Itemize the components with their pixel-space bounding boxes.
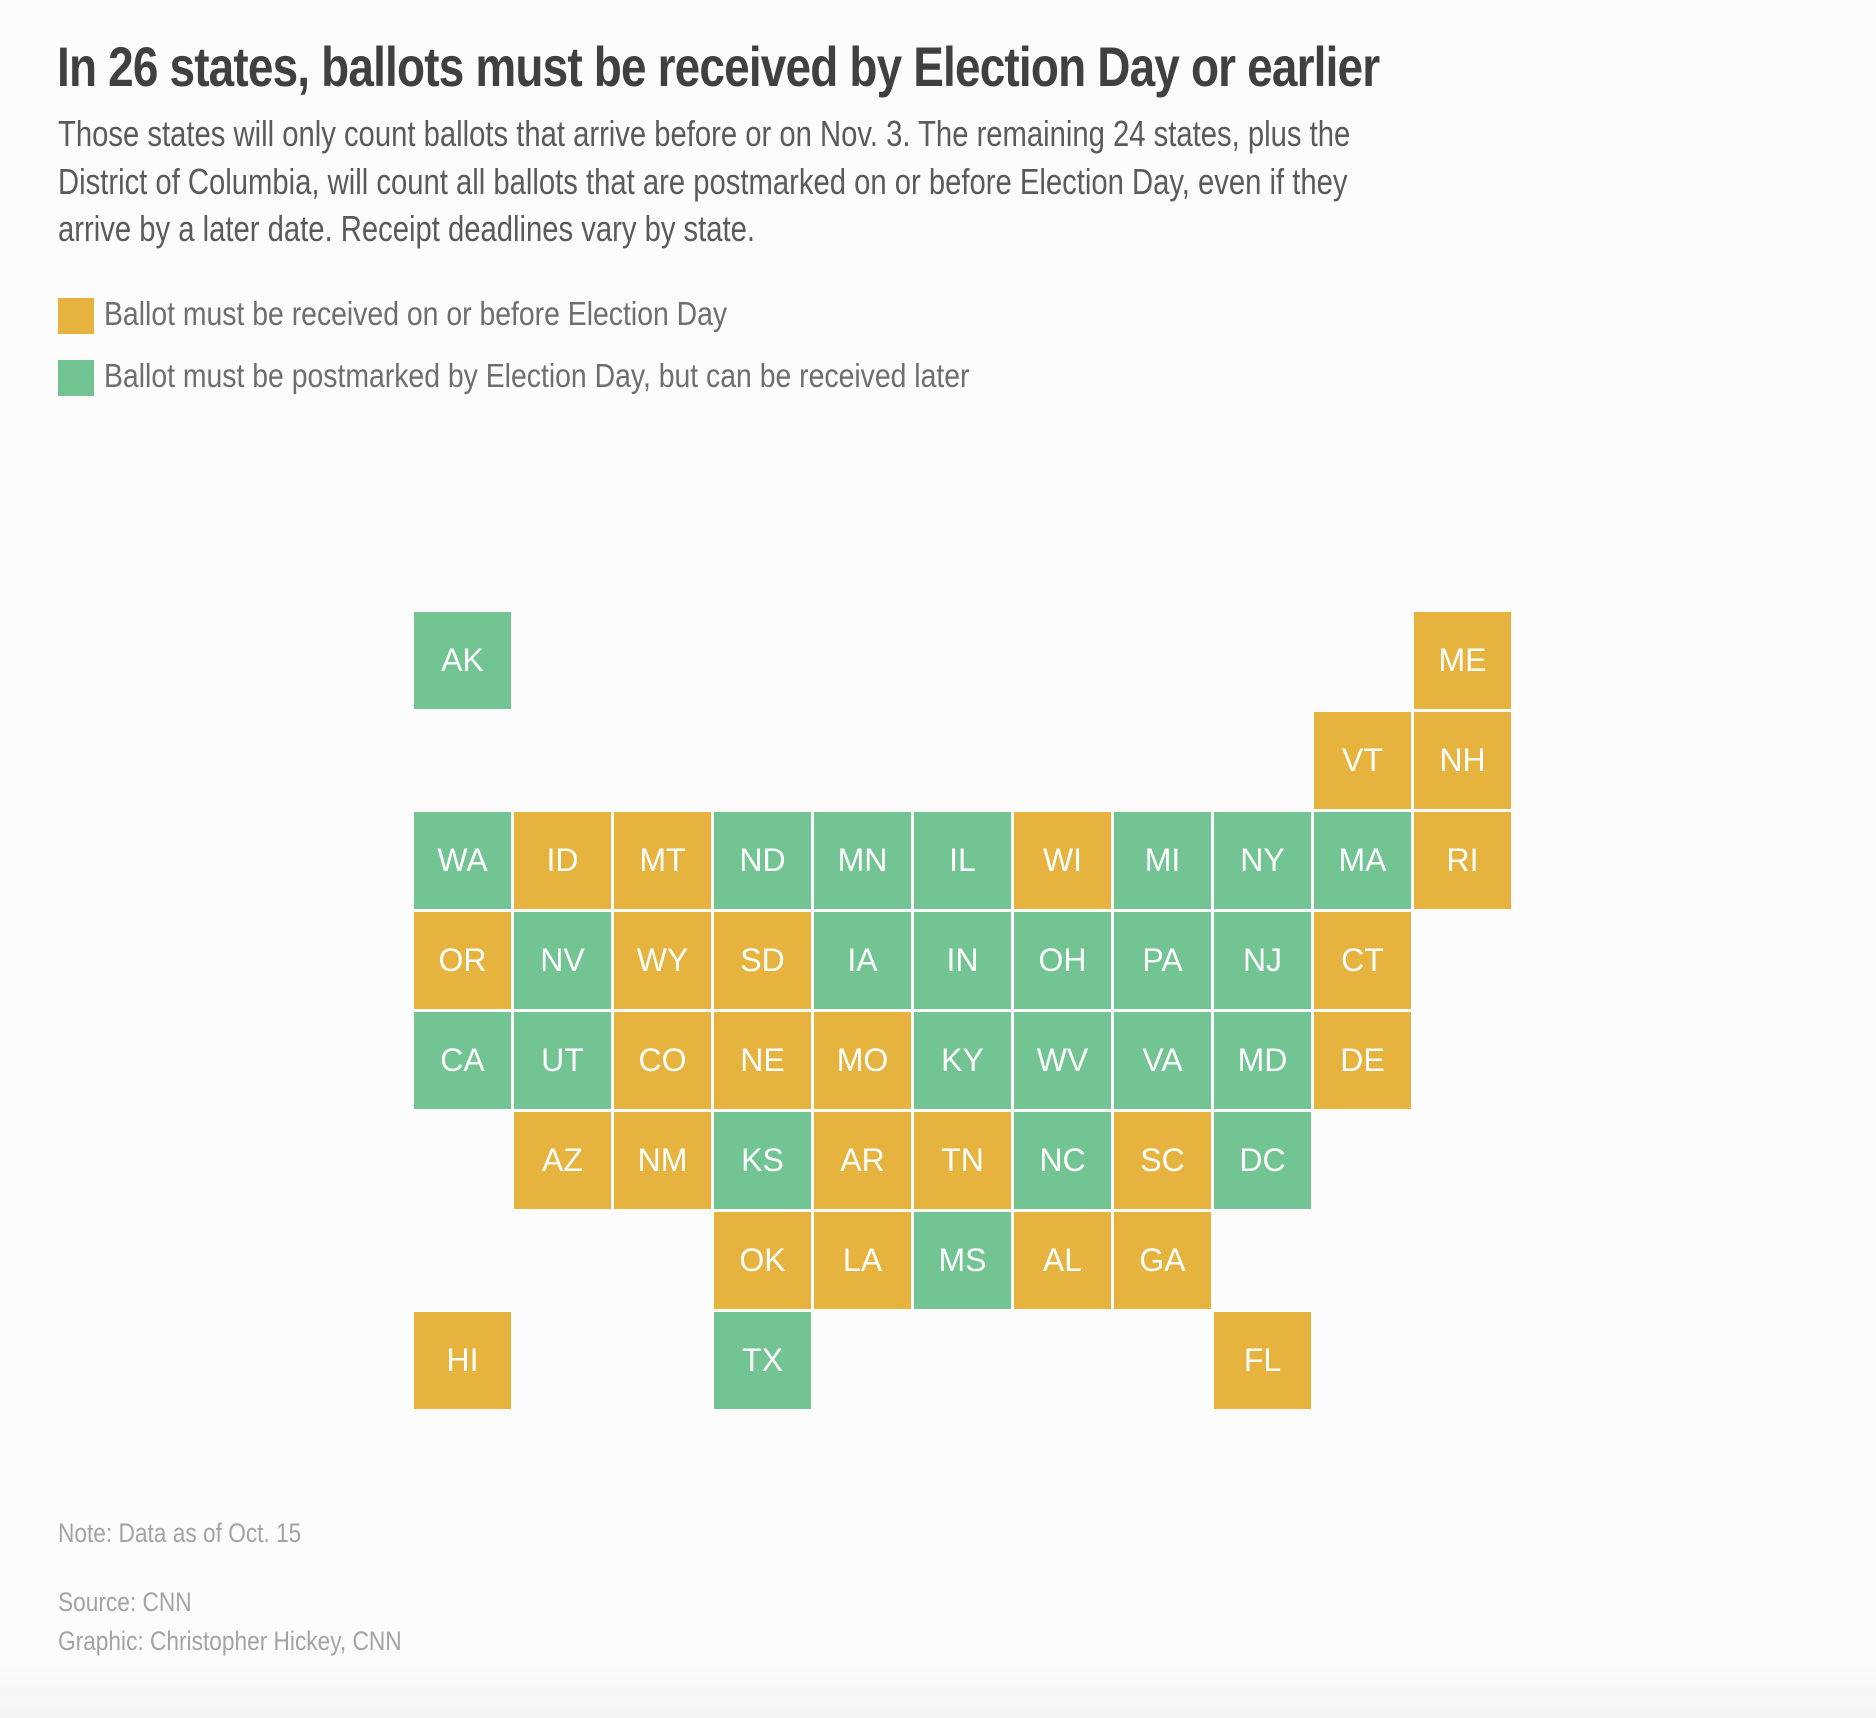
state-tile-la: LA [814,1212,911,1309]
state-tile-oh: OH [1014,912,1111,1009]
state-tile-ok: OK [714,1212,811,1309]
state-tile-ri: RI [1414,812,1511,909]
state-tile-tx: TX [714,1312,811,1409]
state-tile-dc: DC [1214,1112,1311,1209]
state-tile-nd: ND [714,812,811,909]
state-tile-wv: WV [1014,1012,1111,1109]
page-title: In 26 states, ballots must be received b… [57,35,1380,98]
state-tile-mt: MT [614,812,711,909]
state-tile-mn: MN [814,812,911,909]
legend-swatch-received [58,298,94,334]
state-tile-nc: NC [1014,1112,1111,1209]
subtitle-line: District of Columbia, will count all bal… [58,160,1348,202]
state-tile-nj: NJ [1214,912,1311,1009]
state-tile-al: AL [1014,1212,1111,1309]
footer-source: Source: CNN [58,1587,192,1617]
subtitle-line: Those states will only count ballots tha… [58,113,1351,154]
state-tile-ca: CA [414,1012,511,1109]
legend-label: Ballot must be postmarked by Election Da… [104,357,970,394]
subtitle: Those states will only count ballots tha… [58,110,1876,253]
state-tile-nm: NM [614,1112,711,1209]
state-tile-fl: FL [1214,1312,1311,1409]
state-tile-ga: GA [1114,1212,1211,1309]
state-tile-wy: WY [614,912,711,1009]
state-tile-md: MD [1214,1012,1311,1109]
state-tile-vt: VT [1314,712,1411,809]
state-tile-ct: CT [1314,912,1411,1009]
footer-note: Note: Data as of Oct. 15 [58,1518,302,1548]
state-tile-tn: TN [914,1112,1011,1209]
footer-credit: Graphic: Christopher Hickey, CNN [58,1626,402,1656]
state-tile-hi: HI [414,1312,511,1409]
state-tile-in: IN [914,912,1011,1009]
state-tile-ky: KY [914,1012,1011,1109]
state-tile-me: ME [1414,612,1511,709]
state-tile-sd: SD [714,912,811,1009]
background-fade [0,1658,1876,1718]
legend-label: Ballot must be received on or before Ele… [104,295,728,332]
state-tile-il: IL [914,812,1011,909]
state-tile-co: CO [614,1012,711,1109]
state-tile-mi: MI [1114,812,1211,909]
state-tile-ak: AK [414,612,511,709]
state-tile-az: AZ [514,1112,611,1209]
state-tile-ar: AR [814,1112,911,1209]
state-tile-va: VA [1114,1012,1211,1109]
state-tile-sc: SC [1114,1112,1211,1209]
state-tile-wi: WI [1014,812,1111,909]
state-tile-id: ID [514,812,611,909]
state-tile-ia: IA [814,912,911,1009]
state-tile-de: DE [1314,1012,1411,1109]
state-tile-wa: WA [414,812,511,909]
state-tile-ne: NE [714,1012,811,1109]
state-tile-or: OR [414,912,511,1009]
subtitle-line: arrive by a later date. Receipt deadline… [58,208,756,249]
state-tile-ny: NY [1214,812,1311,909]
state-tile-ma: MA [1314,812,1411,909]
state-tile-pa: PA [1114,912,1211,1009]
state-tile-ut: UT [514,1012,611,1109]
state-tile-nh: NH [1414,712,1511,809]
state-tile-nv: NV [514,912,611,1009]
state-tile-mo: MO [814,1012,911,1109]
legend-swatch-postmarked [58,360,94,396]
state-tile-ms: MS [914,1212,1011,1309]
state-tile-ks: KS [714,1112,811,1209]
